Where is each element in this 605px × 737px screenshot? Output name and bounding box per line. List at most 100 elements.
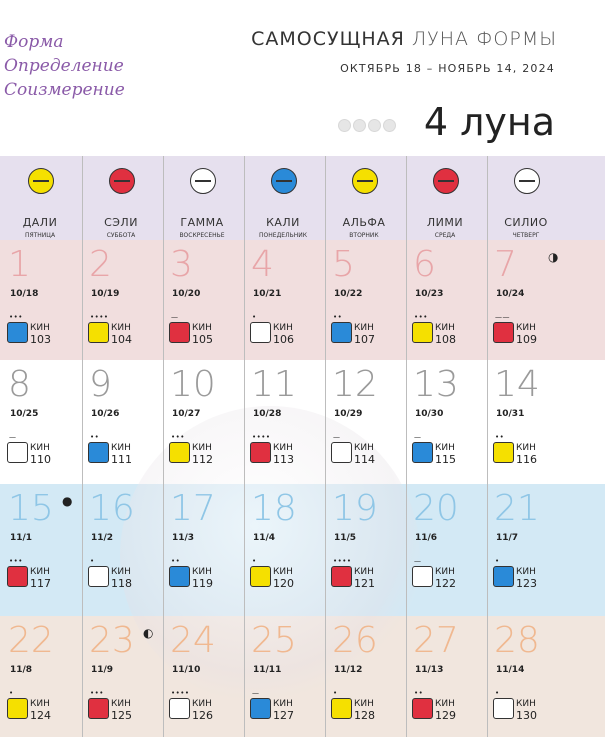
day-number: 9 [89, 364, 112, 405]
kin-number: 125 [111, 709, 132, 722]
tone-dots: — [414, 557, 422, 565]
day-cell[interactable]: 26 11/12 • КИН 128 [324, 616, 404, 736]
column-divider [487, 156, 488, 737]
kin-number: 123 [516, 577, 537, 590]
kin-glyph-icon [412, 566, 433, 587]
gregorian-date: 10/31 [496, 409, 525, 419]
day-cell[interactable]: 14 10/31 •• КИН 116 [486, 360, 566, 480]
day-cell[interactable]: 8 10/25 — КИН 110 [0, 360, 80, 480]
day-number: 19 [332, 488, 378, 529]
kin-label: КИН [111, 323, 131, 333]
kin-label: КИН [111, 443, 131, 453]
day-cell[interactable]: 15 11/1 ••• КИН 117 [0, 484, 80, 604]
column-divider [406, 156, 407, 737]
kin-glyph-icon [412, 322, 433, 343]
kin-number: 107 [354, 333, 375, 346]
gregorian-date: 11/10 [172, 665, 201, 675]
day-cell[interactable]: 4 10/21 • КИН 106 [243, 240, 323, 360]
day-cell[interactable]: 10 10/27 ••• КИН 112 [162, 360, 242, 480]
day-cell[interactable]: 16 11/2 • КИН 118 [81, 484, 161, 604]
day-cell[interactable]: 3 10/20 — КИН 105 [162, 240, 242, 360]
kin-number: 117 [30, 577, 51, 590]
title-main: САМОСУЩНАЯ [251, 28, 405, 50]
day-cell[interactable]: 27 11/13 •• КИН 129 [405, 616, 485, 736]
kin-label: КИН [111, 699, 131, 709]
kin-number: 106 [273, 333, 294, 346]
tone-dots: •• [90, 433, 100, 441]
day-cell[interactable]: 25 11/11 — КИН 127 [243, 616, 323, 736]
day-cell[interactable]: 22 11/8 • КИН 124 [0, 616, 80, 736]
weekday-label: ПОНЕДЕЛЬНИК [259, 232, 307, 239]
day-cell[interactable]: 11 10/28 •••• КИН 113 [243, 360, 323, 480]
day-cell[interactable]: 12 10/29 — КИН 114 [324, 360, 404, 480]
kin-glyph-icon [88, 698, 109, 719]
day-cell[interactable]: 7 10/24 —— КИН 109 [486, 240, 566, 360]
day-cell[interactable]: 5 10/22 •• КИН 107 [324, 240, 404, 360]
kin-label: КИН [354, 699, 374, 709]
kin-glyph-icon [331, 566, 352, 587]
tone-dots: •••• [171, 689, 190, 697]
day-cell[interactable]: 23 11/9 ••• КИН 125 [81, 616, 161, 736]
day-cell[interactable]: 21 11/7 • КИН 123 [486, 484, 566, 604]
kin-glyph-icon [250, 566, 271, 587]
kin-number: 128 [354, 709, 375, 722]
gregorian-date: 11/9 [91, 665, 114, 675]
kin-number: 112 [192, 453, 213, 466]
tone-dots: •• [333, 313, 343, 321]
kin-label: КИН [192, 567, 212, 577]
kin-glyph-icon [250, 322, 271, 343]
date-range: ОКТЯБРЬ 18 – НОЯБРЬ 14, 2024 [340, 62, 555, 75]
day-number: 7 [494, 244, 517, 285]
weekday-label: ВТОРНИК [349, 232, 379, 239]
kin-number: 129 [435, 709, 456, 722]
day-cell[interactable]: 28 11/14 • КИН 130 [486, 616, 566, 736]
gregorian-date: 11/6 [415, 533, 438, 543]
day-number: 18 [251, 488, 297, 529]
day-cell[interactable]: 9 10/26 •• КИН 111 [81, 360, 161, 480]
day-cell[interactable]: 6 10/23 ••• КИН 108 [405, 240, 485, 360]
tone-dots: • [495, 689, 500, 697]
day-number: 14 [494, 364, 540, 405]
moon-phase-icon: ◑ [548, 250, 559, 264]
column-divider [244, 156, 245, 737]
tone-dots: ••• [171, 433, 185, 441]
day-cell[interactable]: 18 11/4 • КИН 120 [243, 484, 323, 604]
kin-number: 121 [354, 577, 375, 590]
kin-label: КИН [435, 323, 455, 333]
day-cell[interactable]: 13 10/30 — КИН 115 [405, 360, 485, 480]
day-cell[interactable]: 17 11/3 •• КИН 119 [162, 484, 242, 604]
gregorian-date: 10/29 [334, 409, 363, 419]
kin-number: 109 [516, 333, 537, 346]
kin-glyph-icon [7, 566, 28, 587]
gregorian-date: 10/28 [253, 409, 282, 419]
kin-glyph-icon [331, 442, 352, 463]
plasma-name: ГАММА [180, 216, 224, 229]
kin-glyph-icon [250, 698, 271, 719]
kin-glyph-icon [169, 442, 190, 463]
day-cell[interactable]: 24 11/10 •••• КИН 126 [162, 616, 242, 736]
kin-glyph-icon [169, 322, 190, 343]
kin-glyph-icon [331, 322, 352, 343]
day-cell[interactable]: 1 10/18 ••• КИН 103 [0, 240, 80, 360]
day-number: 28 [494, 620, 540, 661]
plasma-seal-icon [514, 168, 540, 194]
weekday-label: ПЯТНИЦА [24, 232, 56, 239]
day-number: 4 [251, 244, 274, 285]
tone-dots: • [9, 689, 14, 697]
day-number: 10 [170, 364, 216, 405]
tone-dots: ••• [90, 689, 104, 697]
day-cell[interactable]: 2 10/19 •••• КИН 104 [81, 240, 161, 360]
day-cell[interactable]: 19 11/5 •••• КИН 121 [324, 484, 404, 604]
kin-label: КИН [435, 567, 455, 577]
day-number: 12 [332, 364, 378, 405]
kin-label: КИН [354, 323, 374, 333]
kin-number: 122 [435, 577, 456, 590]
kin-label: КИН [192, 323, 212, 333]
day-cell[interactable]: 20 11/6 — КИН 122 [405, 484, 485, 604]
kin-label: КИН [516, 699, 536, 709]
kin-glyph-icon [7, 698, 28, 719]
kin-label: КИН [30, 443, 50, 453]
gregorian-date: 11/13 [415, 665, 444, 675]
kin-glyph-icon [88, 566, 109, 587]
tone-dots: — [414, 433, 422, 441]
